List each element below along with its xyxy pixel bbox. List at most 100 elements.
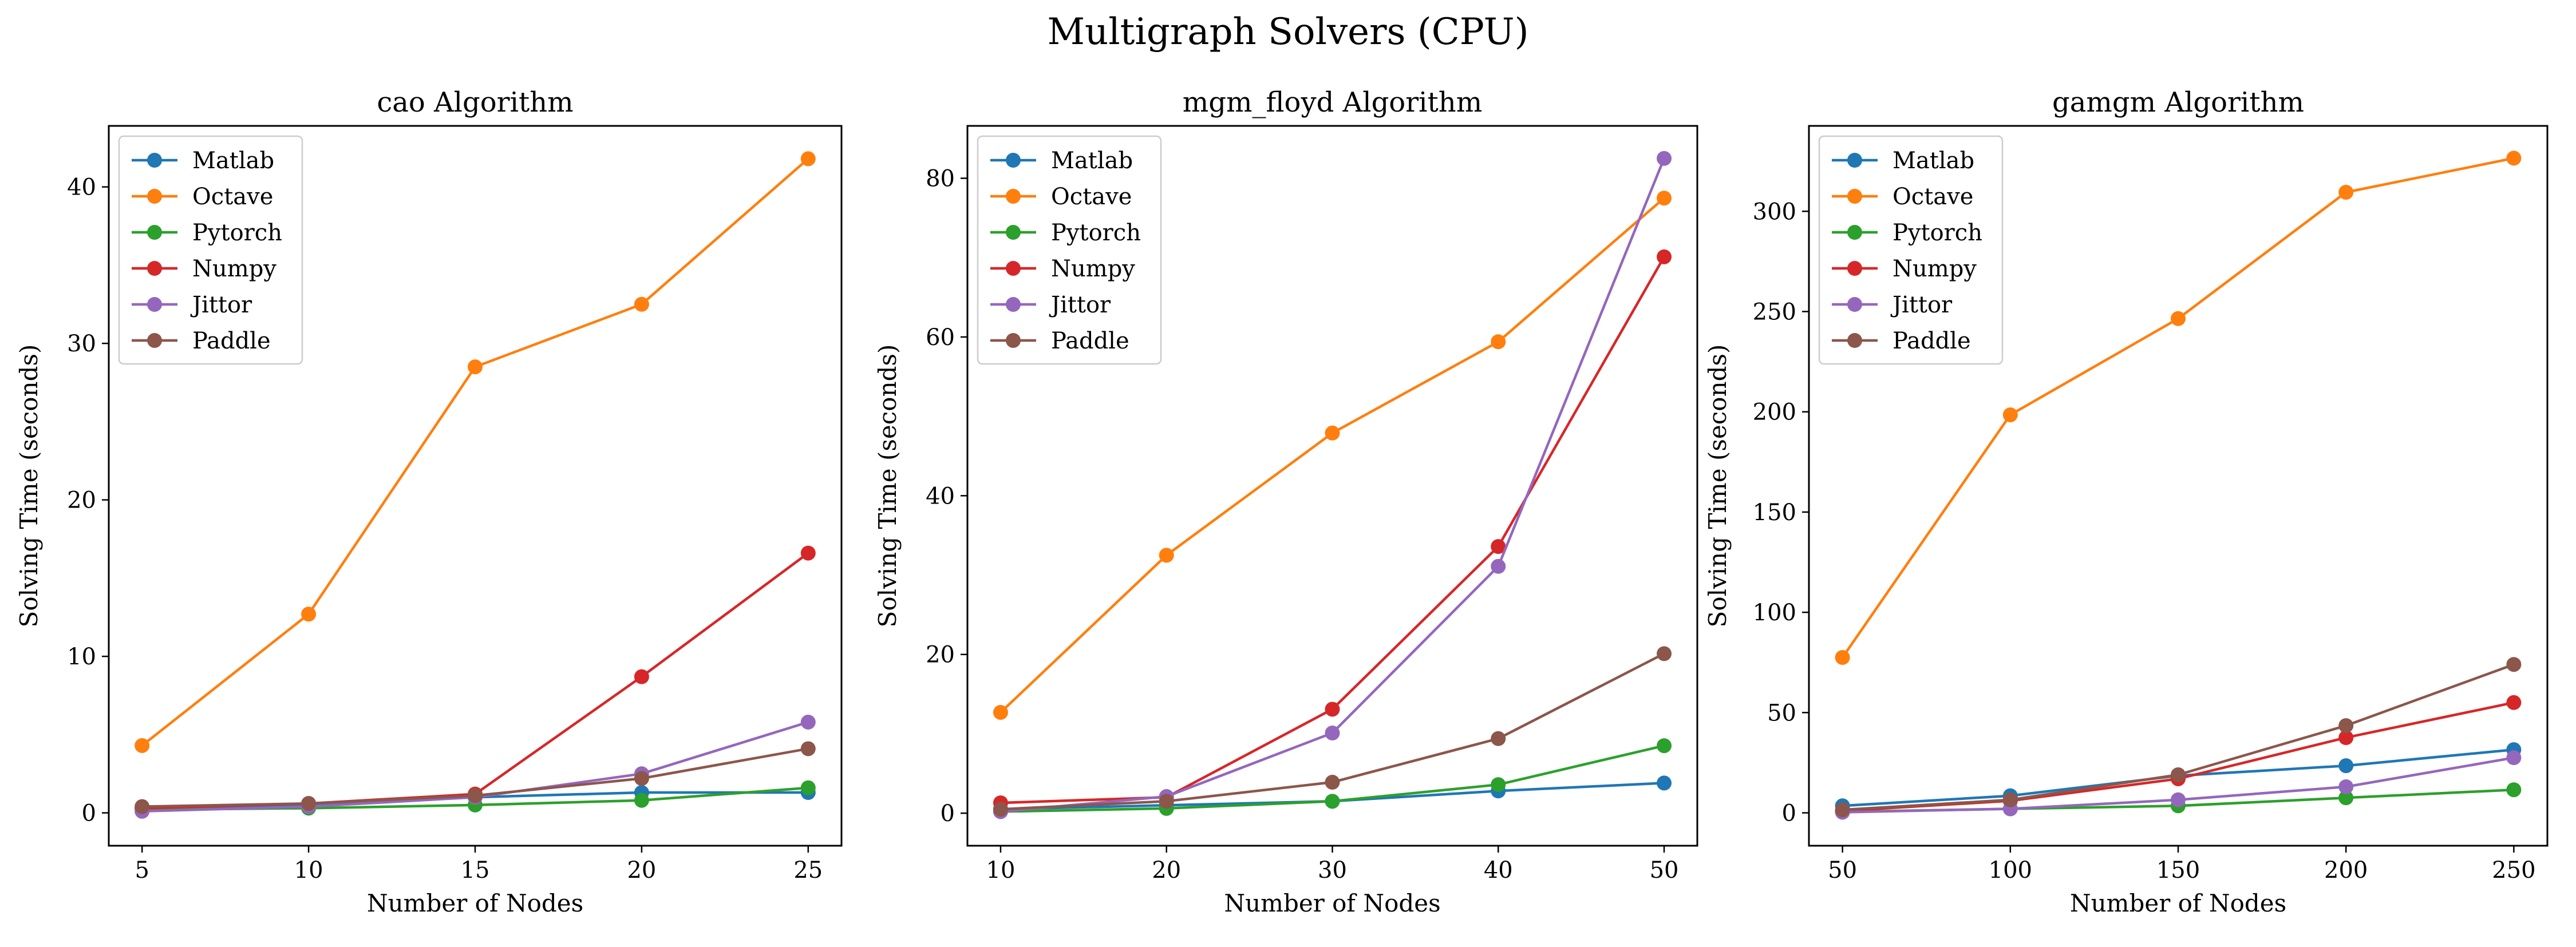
data-point-pytorch <box>1491 777 1506 793</box>
data-point-octave <box>993 704 1008 720</box>
data-point-paddle <box>1325 775 1340 790</box>
legend-marker-octave <box>1006 189 1021 204</box>
data-point-pytorch <box>634 793 649 808</box>
legend-label: Octave <box>192 184 273 210</box>
legend-marker-octave <box>1847 189 1862 204</box>
legend-label: Pytorch <box>192 220 282 246</box>
data-point-paddle <box>2171 767 2186 782</box>
data-point-octave <box>1491 334 1506 350</box>
y-tick-label: 40 <box>926 483 955 509</box>
y-tick-label: 60 <box>926 324 955 351</box>
x-tick-label: 15 <box>461 857 490 883</box>
data-point-paddle <box>1657 646 1672 661</box>
y-tick-label: 0 <box>941 801 955 827</box>
x-tick-label: 250 <box>2492 857 2535 883</box>
data-point-pytorch <box>2338 790 2354 806</box>
series-line-paddle <box>1842 663 2515 811</box>
legend-box <box>1818 135 2004 365</box>
x-axis-label: Number of Nodes <box>2070 889 2286 917</box>
legend-marker-matlab <box>147 153 162 168</box>
legend-label: Octave <box>1893 184 1973 210</box>
y-tick-label: 300 <box>1753 199 1796 225</box>
legend-marker-numpy <box>147 261 162 276</box>
data-point-numpy <box>2338 730 2354 746</box>
data-point-octave <box>800 151 816 167</box>
legend-marker-paddle <box>1847 333 1862 348</box>
legend-marker-pytorch <box>1847 225 1862 240</box>
legend: Matlab Octave Pytorch Numpy Jittor Paddle <box>977 135 1162 365</box>
data-point-octave <box>1657 191 1672 206</box>
data-point-pytorch <box>1325 794 1340 809</box>
y-tick-label: 150 <box>1753 500 1796 526</box>
y-tick-label: 20 <box>67 488 96 514</box>
x-tick-label: 40 <box>1484 857 1513 883</box>
data-point-paddle <box>2002 792 2018 807</box>
legend-marker-pytorch <box>1006 225 1021 240</box>
data-point-octave <box>1159 548 1174 563</box>
y-tick-label: 200 <box>1753 399 1796 426</box>
data-point-numpy <box>800 545 816 561</box>
x-tick-label: 150 <box>2156 857 2200 883</box>
data-point-pytorch <box>1657 738 1672 754</box>
data-point-paddle <box>993 802 1008 817</box>
data-point-paddle <box>1159 794 1174 809</box>
data-point-paddle <box>1835 802 1850 818</box>
data-point-paddle <box>135 799 150 814</box>
data-point-numpy <box>1657 249 1672 264</box>
data-point-octave <box>468 359 483 375</box>
panel-title: cao Algorithm <box>377 86 573 118</box>
data-point-paddle <box>1491 731 1506 746</box>
legend-label: Numpy <box>192 256 276 282</box>
data-point-octave <box>2002 407 2018 422</box>
x-axis-label: Number of Nodes <box>1224 889 1440 917</box>
y-tick-label: 10 <box>67 644 96 670</box>
data-point-pytorch <box>800 780 816 795</box>
y-tick-label: 20 <box>926 642 955 668</box>
data-point-octave <box>1325 425 1340 441</box>
x-tick-label: 20 <box>627 857 656 883</box>
legend-label: Numpy <box>1051 256 1135 282</box>
chart-panel: gamgm Algorithm 50 100 150 200 250 0 50 100 150 20… <box>1704 86 2549 917</box>
data-point-jittor <box>1325 726 1340 741</box>
legend-marker-octave <box>147 189 162 204</box>
data-point-paddle <box>2506 657 2522 672</box>
chart-panel: mgm_floyd Algorithm 10 20 30 40 50 0 20 40 60 80 Nu… <box>874 86 1698 917</box>
panel-title: mgm_floyd Algorithm <box>1183 86 1482 118</box>
x-tick-label: 100 <box>1989 857 2032 883</box>
data-point-paddle <box>468 788 483 803</box>
data-point-octave <box>301 607 317 622</box>
y-tick-label: 40 <box>67 175 96 201</box>
legend-marker-paddle <box>147 333 162 348</box>
data-point-paddle <box>800 741 816 756</box>
data-point-jittor <box>1657 150 1672 166</box>
legend-label: Paddle <box>1051 328 1129 354</box>
legend-label: Jittor <box>1890 292 1953 318</box>
y-tick-label: 50 <box>1767 700 1796 726</box>
x-tick-label: 10 <box>294 857 323 883</box>
legend-label: Pytorch <box>1051 220 1141 246</box>
legend-marker-pytorch <box>147 225 162 240</box>
data-point-jittor <box>1491 558 1506 574</box>
y-axis-label: Solving Time (seconds) <box>1704 344 1732 628</box>
y-tick-label: 0 <box>1782 801 1796 827</box>
legend-label: Octave <box>1051 184 1132 210</box>
data-point-paddle <box>301 796 317 811</box>
legend-marker-matlab <box>1006 153 1021 168</box>
data-point-octave <box>2506 150 2522 166</box>
data-point-jittor <box>2171 792 2186 807</box>
panel-title: gamgm Algorithm <box>2052 86 2304 118</box>
legend-label: Matlab <box>192 148 274 174</box>
data-point-jittor <box>2338 779 2354 794</box>
legend-marker-matlab <box>1847 153 1862 168</box>
x-axis-label: Number of Nodes <box>367 889 583 917</box>
x-tick-label: 50 <box>1828 857 1857 883</box>
x-tick-label: 10 <box>986 857 1016 883</box>
y-tick-label: 100 <box>1753 600 1796 626</box>
data-point-octave <box>135 738 150 753</box>
data-point-paddle <box>634 771 649 786</box>
data-point-octave <box>2338 184 2354 200</box>
y-axis-label: Solving Time (seconds) <box>15 344 43 628</box>
legend-marker-jittor <box>147 297 162 312</box>
